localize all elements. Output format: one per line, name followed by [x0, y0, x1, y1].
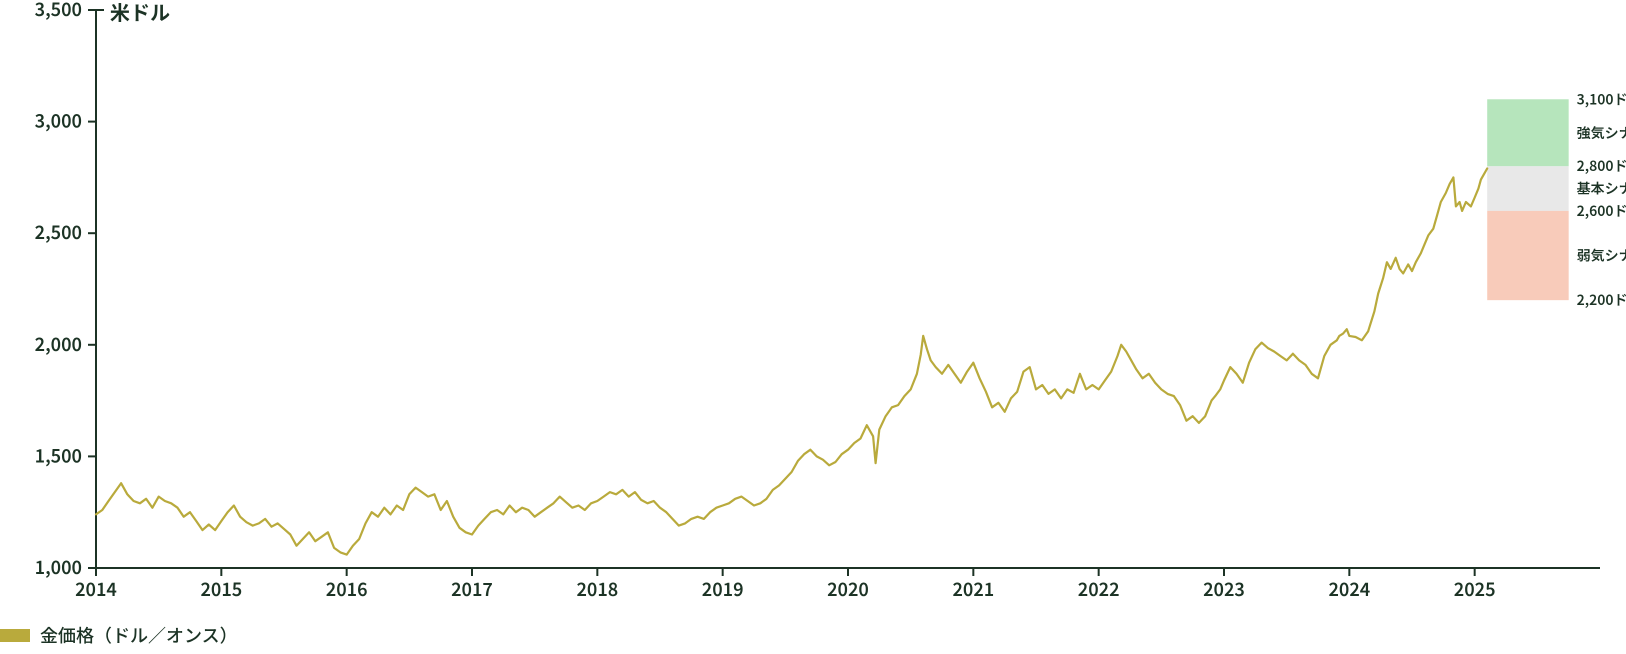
scenario-value-label: 3,100ドル — [1577, 89, 1626, 109]
scenario-value-label: 2,200ドル — [1577, 290, 1626, 310]
scenario-band — [1487, 166, 1568, 211]
scenario-value-label: 2,800ドル — [1577, 156, 1626, 176]
y-axis-title: 米ドル — [110, 0, 170, 26]
gold-price-line-chart: 1,0001,5002,0002,5003,0003,500米ドル2014201… — [0, 0, 1626, 618]
gold-price-series — [96, 169, 1487, 555]
x-tick-label: 2021 — [952, 576, 994, 602]
x-tick-label: 2023 — [1203, 576, 1245, 602]
y-tick-label: 2,000 — [35, 331, 82, 357]
chart-container: 1,0001,5002,0002,5003,0003,500米ドル2014201… — [0, 0, 1626, 654]
scenario-name-label: 弱気シナリオ — [1577, 246, 1626, 266]
legend-label: 金価格（ドル／オンス） — [40, 622, 238, 648]
y-tick-label: 3,500 — [35, 0, 82, 22]
legend: 金価格（ドル／オンス） — [0, 622, 238, 648]
x-tick-label: 2020 — [827, 576, 869, 602]
y-tick-label: 2,500 — [35, 219, 82, 245]
x-tick-label: 2025 — [1454, 576, 1496, 602]
scenario-band — [1487, 99, 1568, 166]
x-tick-label: 2024 — [1328, 576, 1370, 602]
x-tick-label: 2014 — [75, 576, 117, 602]
x-tick-label: 2016 — [326, 576, 368, 602]
x-tick-label: 2019 — [702, 576, 744, 602]
y-tick-label: 3,000 — [35, 108, 82, 134]
x-tick-label: 2015 — [200, 576, 242, 602]
scenario-band — [1487, 211, 1568, 300]
scenario-name-label: 基本シナリオ — [1577, 179, 1626, 199]
legend-swatch — [0, 629, 30, 642]
x-tick-label: 2018 — [576, 576, 618, 602]
scenario-value-label: 2,600ドル — [1577, 201, 1626, 221]
y-tick-label: 1,500 — [35, 442, 82, 468]
x-tick-label: 2022 — [1078, 576, 1120, 602]
scenario-name-label: 強気シナリオ — [1577, 123, 1626, 143]
x-tick-label: 2017 — [451, 576, 493, 602]
